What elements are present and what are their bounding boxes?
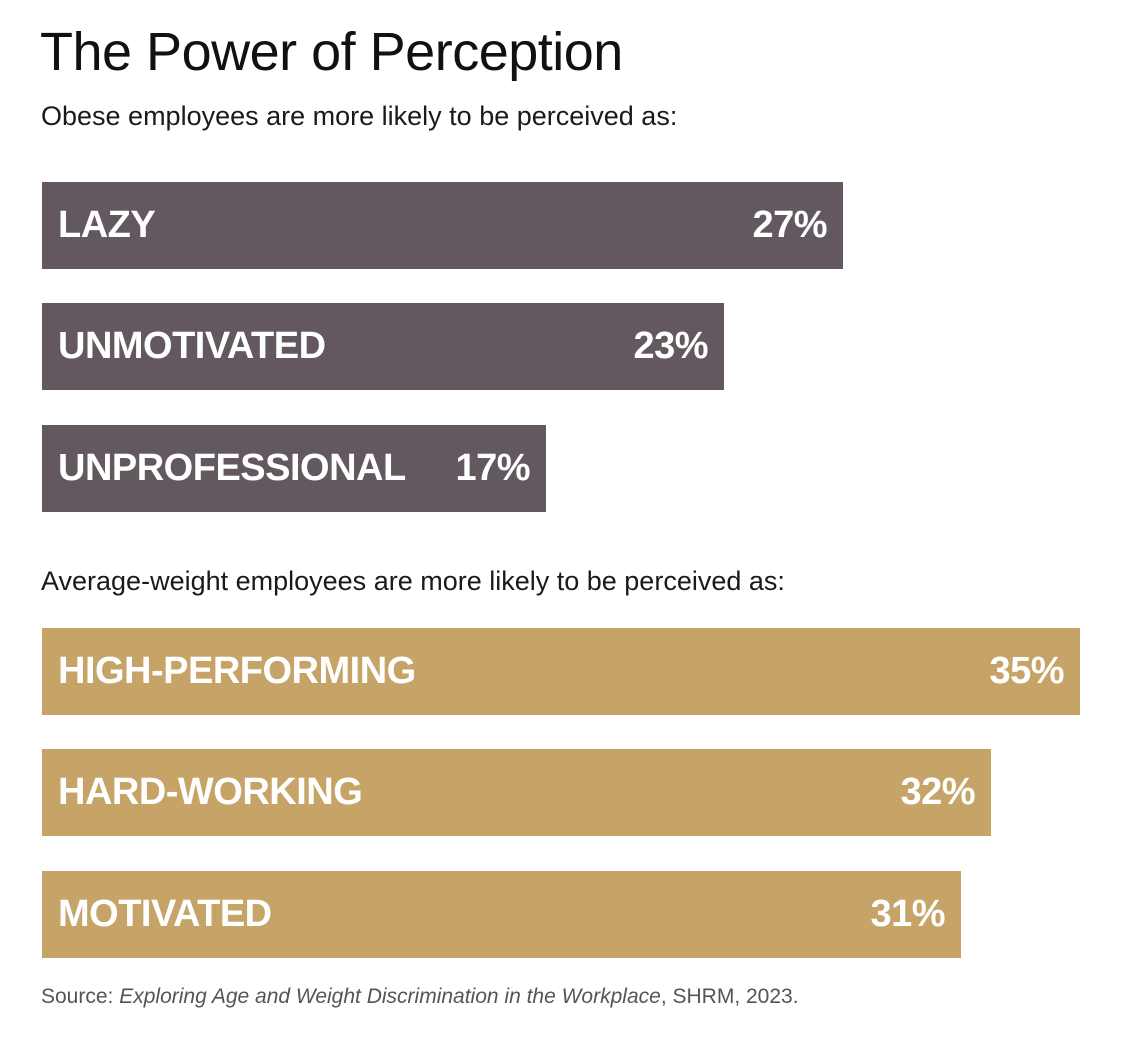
bar-value-label: 27% <box>752 204 827 246</box>
source-prefix: Source: <box>41 985 120 1008</box>
bar-unprofessional: UNPROFESSIONAL 17% <box>42 425 546 512</box>
chart-title: The Power of Perception <box>40 22 623 82</box>
bar-label: LAZY <box>58 204 156 246</box>
bar-label: UNPROFESSIONAL <box>58 447 406 489</box>
bar-label: HIGH-PERFORMING <box>58 650 416 692</box>
bar-value-label: 35% <box>989 650 1064 692</box>
source-work-title: Exploring Age and Weight Discrimination … <box>119 985 661 1008</box>
bar-high-performing: HIGH-PERFORMING 35% <box>42 628 1080 715</box>
bar-lazy: LAZY 27% <box>42 182 843 269</box>
bar-hard-working: HARD-WORKING 32% <box>42 749 991 836</box>
bar-value-label: 32% <box>900 771 975 813</box>
average-section-subtitle: Average-weight employees are more likely… <box>41 566 785 596</box>
bar-motivated: MOTIVATED 31% <box>42 871 961 958</box>
source-note: Source: Exploring Age and Weight Discrim… <box>41 983 799 1011</box>
source-suffix: , SHRM, 2023. <box>660 985 799 1008</box>
bar-label: UNMOTIVATED <box>58 325 326 367</box>
bar-value-label: 31% <box>870 893 945 935</box>
bar-label: HARD-WORKING <box>58 771 363 813</box>
bar-unmotivated: UNMOTIVATED 23% <box>42 303 724 390</box>
bar-value-label: 17% <box>455 447 530 489</box>
bar-label: MOTIVATED <box>58 893 272 935</box>
bar-value-label: 23% <box>633 325 708 367</box>
obese-section-subtitle: Obese employees are more likely to be pe… <box>41 101 678 131</box>
